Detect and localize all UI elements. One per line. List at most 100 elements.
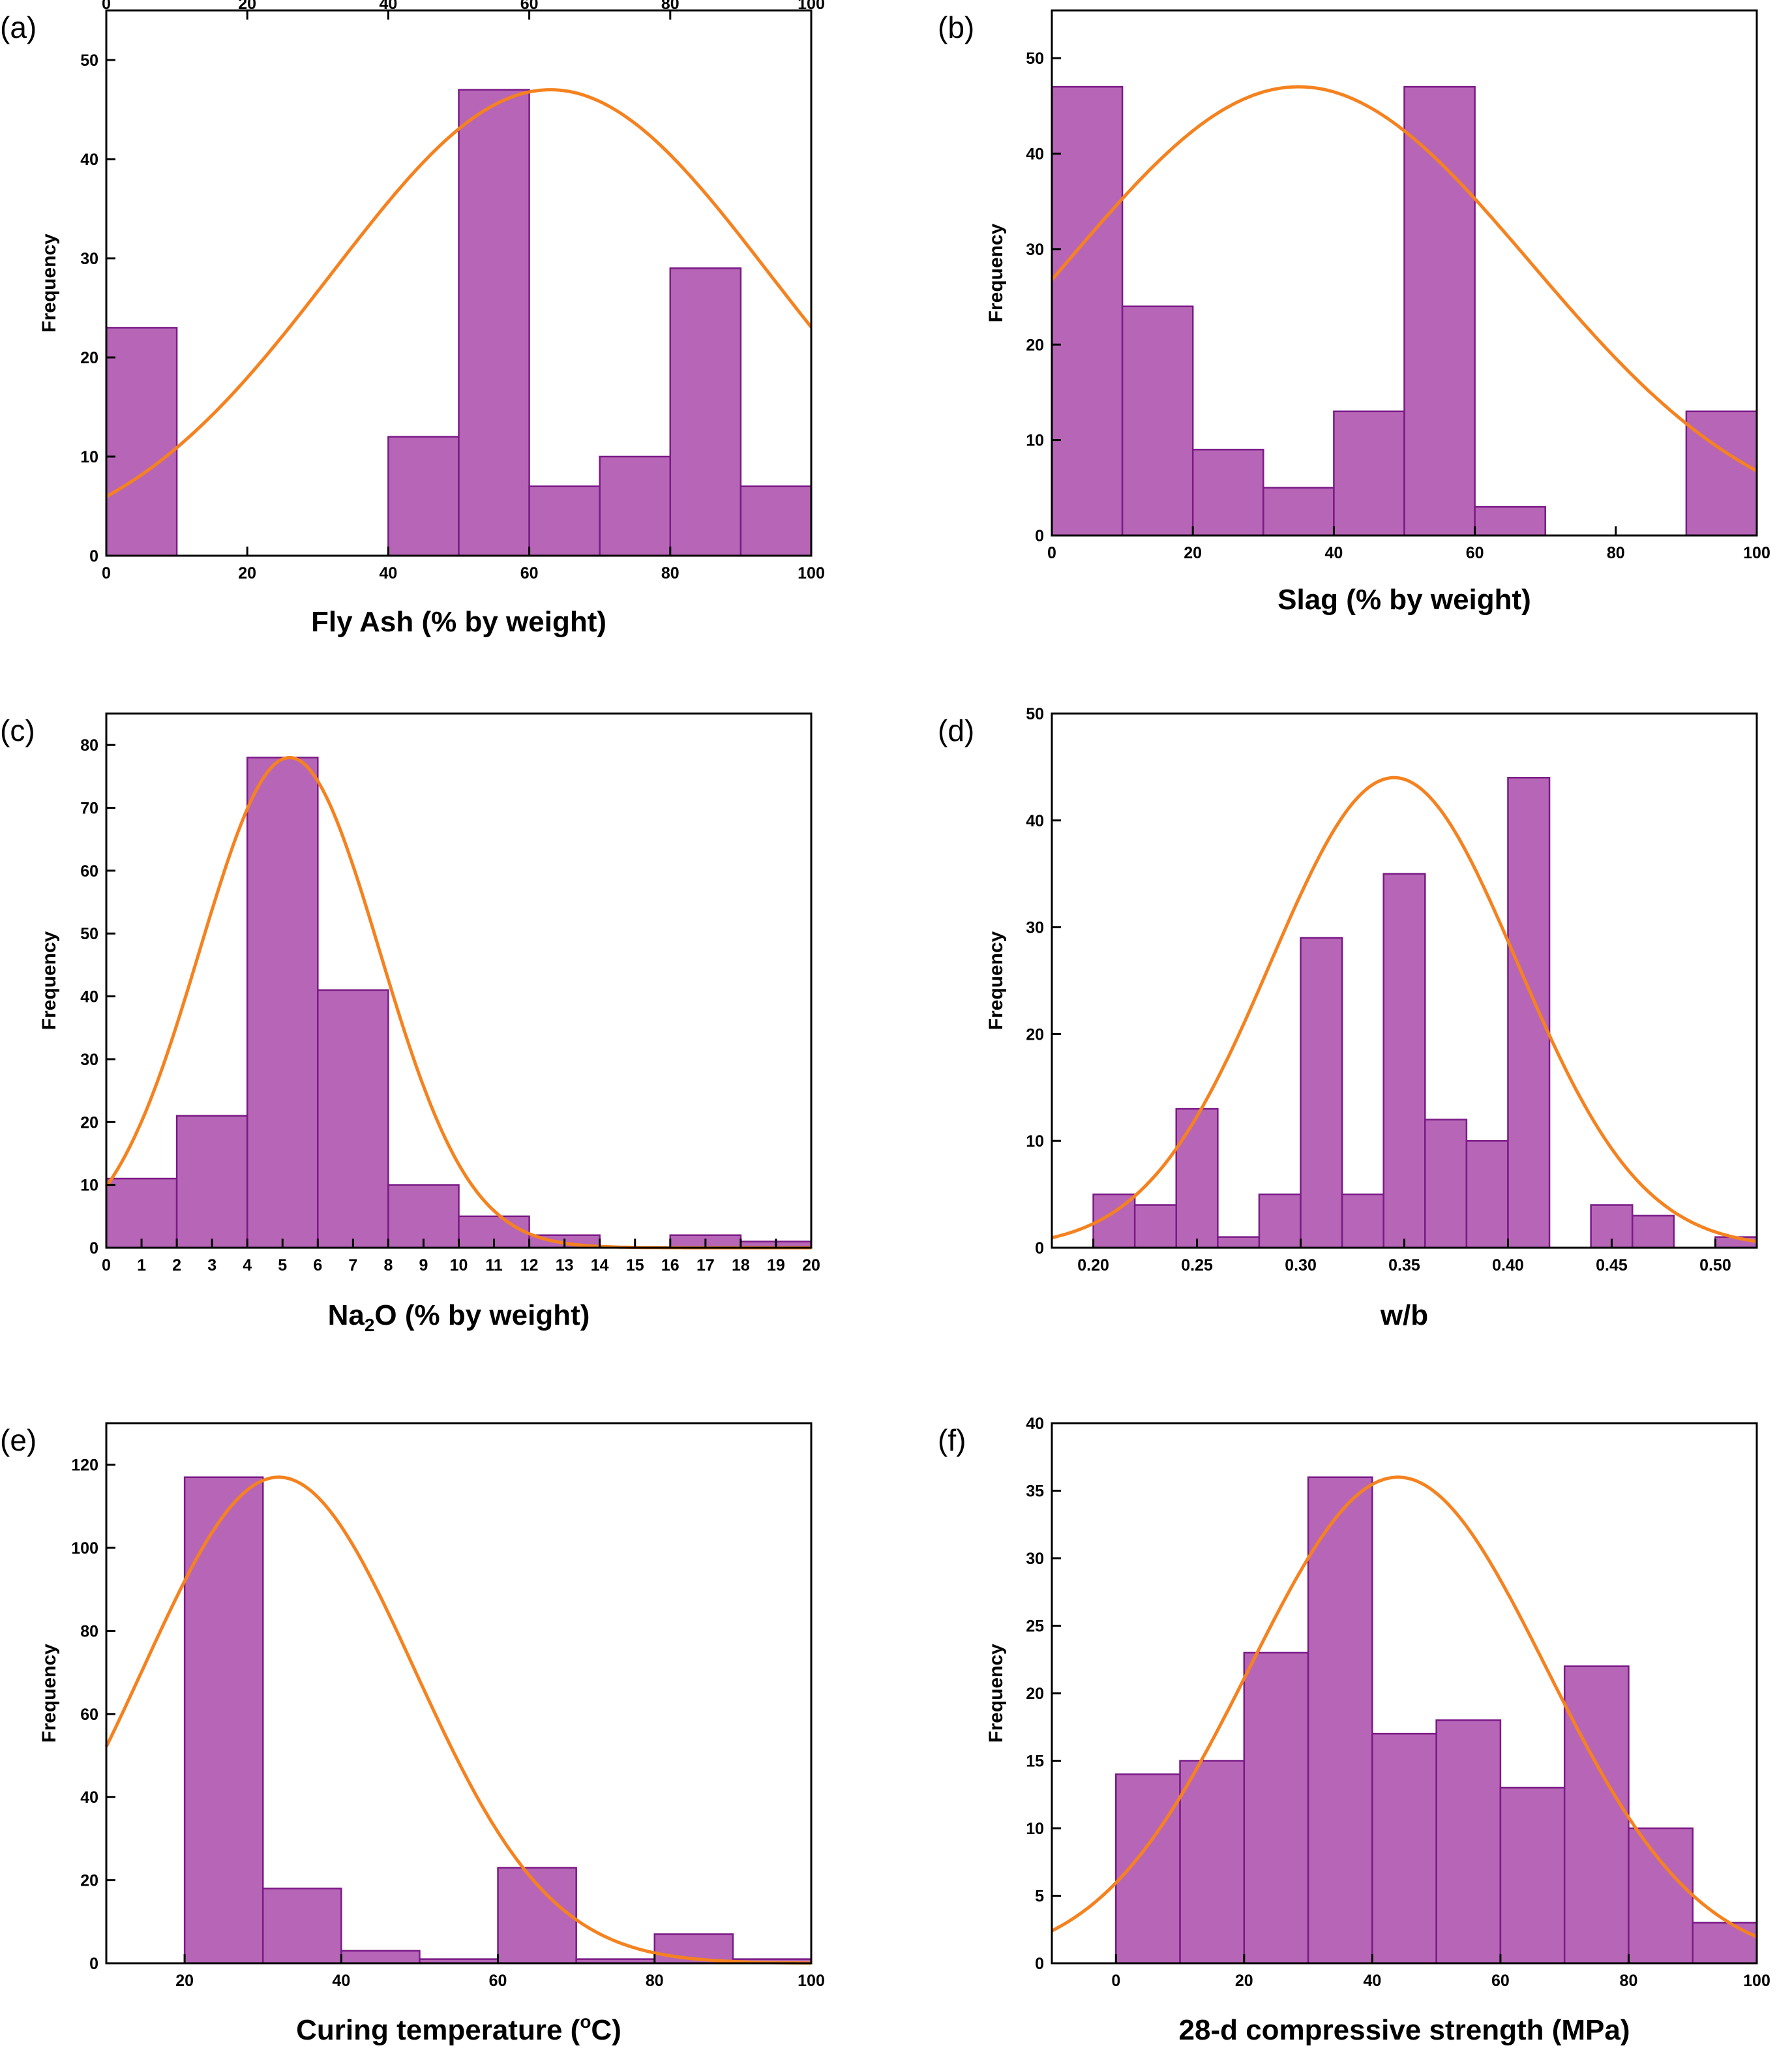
panel-c: 0 1 2 3 4 5 6 7 8 9 10 11 12 13 14 15 16 17 18 19 2001020304… [0,712,820,1335]
top-x-tick-label: 60 [520,0,539,13]
histogram-bar [1692,1922,1758,1965]
normal-fit-curve [1051,1475,1757,1938]
histogram-bar [528,485,601,557]
x-tick-label: 0 [1111,1972,1120,1990]
y-tick-label: 20 [1026,1025,1044,1044]
x-tick-label: 80 [646,1972,664,1990]
histogram-bar [1499,1786,1566,1965]
x-axis-label: Slag (% by weight) [1277,584,1531,616]
x-tick-label: 0.30 [1285,1256,1317,1274]
histogram-bar [458,89,530,557]
panel-label: (c) [0,714,35,747]
x-tick-label: 100 [1743,544,1770,562]
panel-label: (e) [0,1423,37,1457]
y-tick-label: 15 [1026,1753,1044,1771]
y-tick-label: 50 [80,52,98,70]
normal-fit-curve [104,1475,812,1965]
y-tick-label: 0 [1035,527,1044,545]
x-tick-label: 12 [520,1256,539,1274]
y-tick-label: 40 [80,1788,98,1807]
histogram-bar [739,485,813,557]
histogram-bar [387,1184,460,1249]
histogram-bar [261,1888,342,1965]
histogram-bar [1175,1108,1219,1249]
x-axis-label: Fly Ash (% by weight) [311,606,606,638]
plot-frame [105,9,813,557]
histogram-bar [1217,1236,1261,1249]
y-tick-label: 30 [80,250,98,268]
histogram-bar [1628,1827,1694,1965]
x-tick-label: 11 [485,1256,503,1274]
top-x-tick-label: 0 [102,0,111,13]
x-tick-label: 60 [1466,544,1484,562]
y-tick-label: 30 [1026,1550,1044,1568]
x-tick-label: 100 [798,564,825,582]
y-tick-label: 60 [80,1706,98,1724]
x-tick-label: 3 [207,1256,217,1274]
panel-label: (b) [938,10,974,44]
x-tick-label: 0 [102,564,111,582]
histogram-bar [1258,1193,1302,1249]
y-tick-label: 100 [71,1539,98,1558]
x-tick-label: 4 [243,1256,252,1274]
x-tick-label: 0.45 [1596,1256,1628,1274]
x-tick-label: 20 [1235,1972,1253,1990]
x-axis-label-subscript: 2 [365,1315,375,1335]
histogram-bar [105,327,178,557]
x-tick-label: 19 [767,1256,785,1274]
y-tick-label: 30 [1026,241,1044,259]
y-axis-label: Frequency [38,1644,60,1743]
histogram-bar [175,1115,248,1249]
x-tick-label: 0 [1047,544,1056,562]
x-tick-label: 1 [137,1256,146,1274]
histogram-bar [1121,305,1194,537]
x-axis-label-part: Curing temperature ( [296,2014,580,2046]
histogram-bar [340,1950,421,1965]
x-tick-label: 60 [520,564,539,582]
x-axis-label-part: O (% by weight) [374,1299,590,1331]
top-x-tick-label: 80 [661,0,679,13]
histogram-bar [1179,1760,1246,1965]
x-tick-label: 40 [379,564,397,582]
panel-label: (f) [938,1423,966,1457]
y-tick-label: 80 [80,1622,98,1640]
y-tick-label: 10 [1026,432,1044,450]
y-tick-label: 70 [80,800,98,818]
y-tick-label: 50 [80,925,98,943]
y-tick-label: 0 [89,547,98,565]
plot-frame [1051,9,1758,537]
histogram-bar [1382,873,1426,1249]
x-tick-label: 0.50 [1699,1256,1731,1274]
panel-f: 0 20 40 60 80 100 0 5 10 15 20 25 30 35 40 Frequency 28-… [938,1415,1770,2046]
histogram-bar [317,989,389,1249]
x-tick-label: 0.20 [1077,1256,1109,1274]
histogram-bar [1133,1204,1178,1249]
x-tick-label: 2 [172,1256,181,1274]
y-tick-label: 40 [1026,812,1044,830]
y-tick-label: 35 [1026,1483,1044,1501]
y-tick-label: 0 [1035,1955,1044,1973]
y-axis-label: Frequency [985,223,1007,322]
y-tick-label: 10 [1026,1132,1044,1151]
x-tick-label: 40 [1324,544,1343,562]
x-tick-label: 0.35 [1388,1256,1420,1274]
histogram-bar [1403,85,1476,537]
histogram-bar [1191,449,1264,537]
histogram-bar [1300,937,1343,1249]
x-tick-label: 80 [1620,1972,1638,1990]
x-tick-label: 6 [313,1256,322,1274]
normal-fit-curve [1051,85,1758,473]
histogram-bar [1341,1193,1384,1249]
histogram-bar [1465,1139,1509,1249]
x-axis-label: Na2O (% by weight) [328,1299,590,1335]
x-tick-label: 13 [556,1256,574,1274]
histogram-bar [1333,410,1405,537]
y-tick-label: 50 [1026,50,1044,68]
x-tick-label: 100 [798,1972,825,1990]
y-tick-label: 20 [1026,1685,1044,1703]
plot-frame [105,1422,813,1965]
normal-fit-curve [1051,776,1757,1243]
x-tick-label: 20 [238,564,256,582]
y-tick-label: 80 [80,736,98,755]
